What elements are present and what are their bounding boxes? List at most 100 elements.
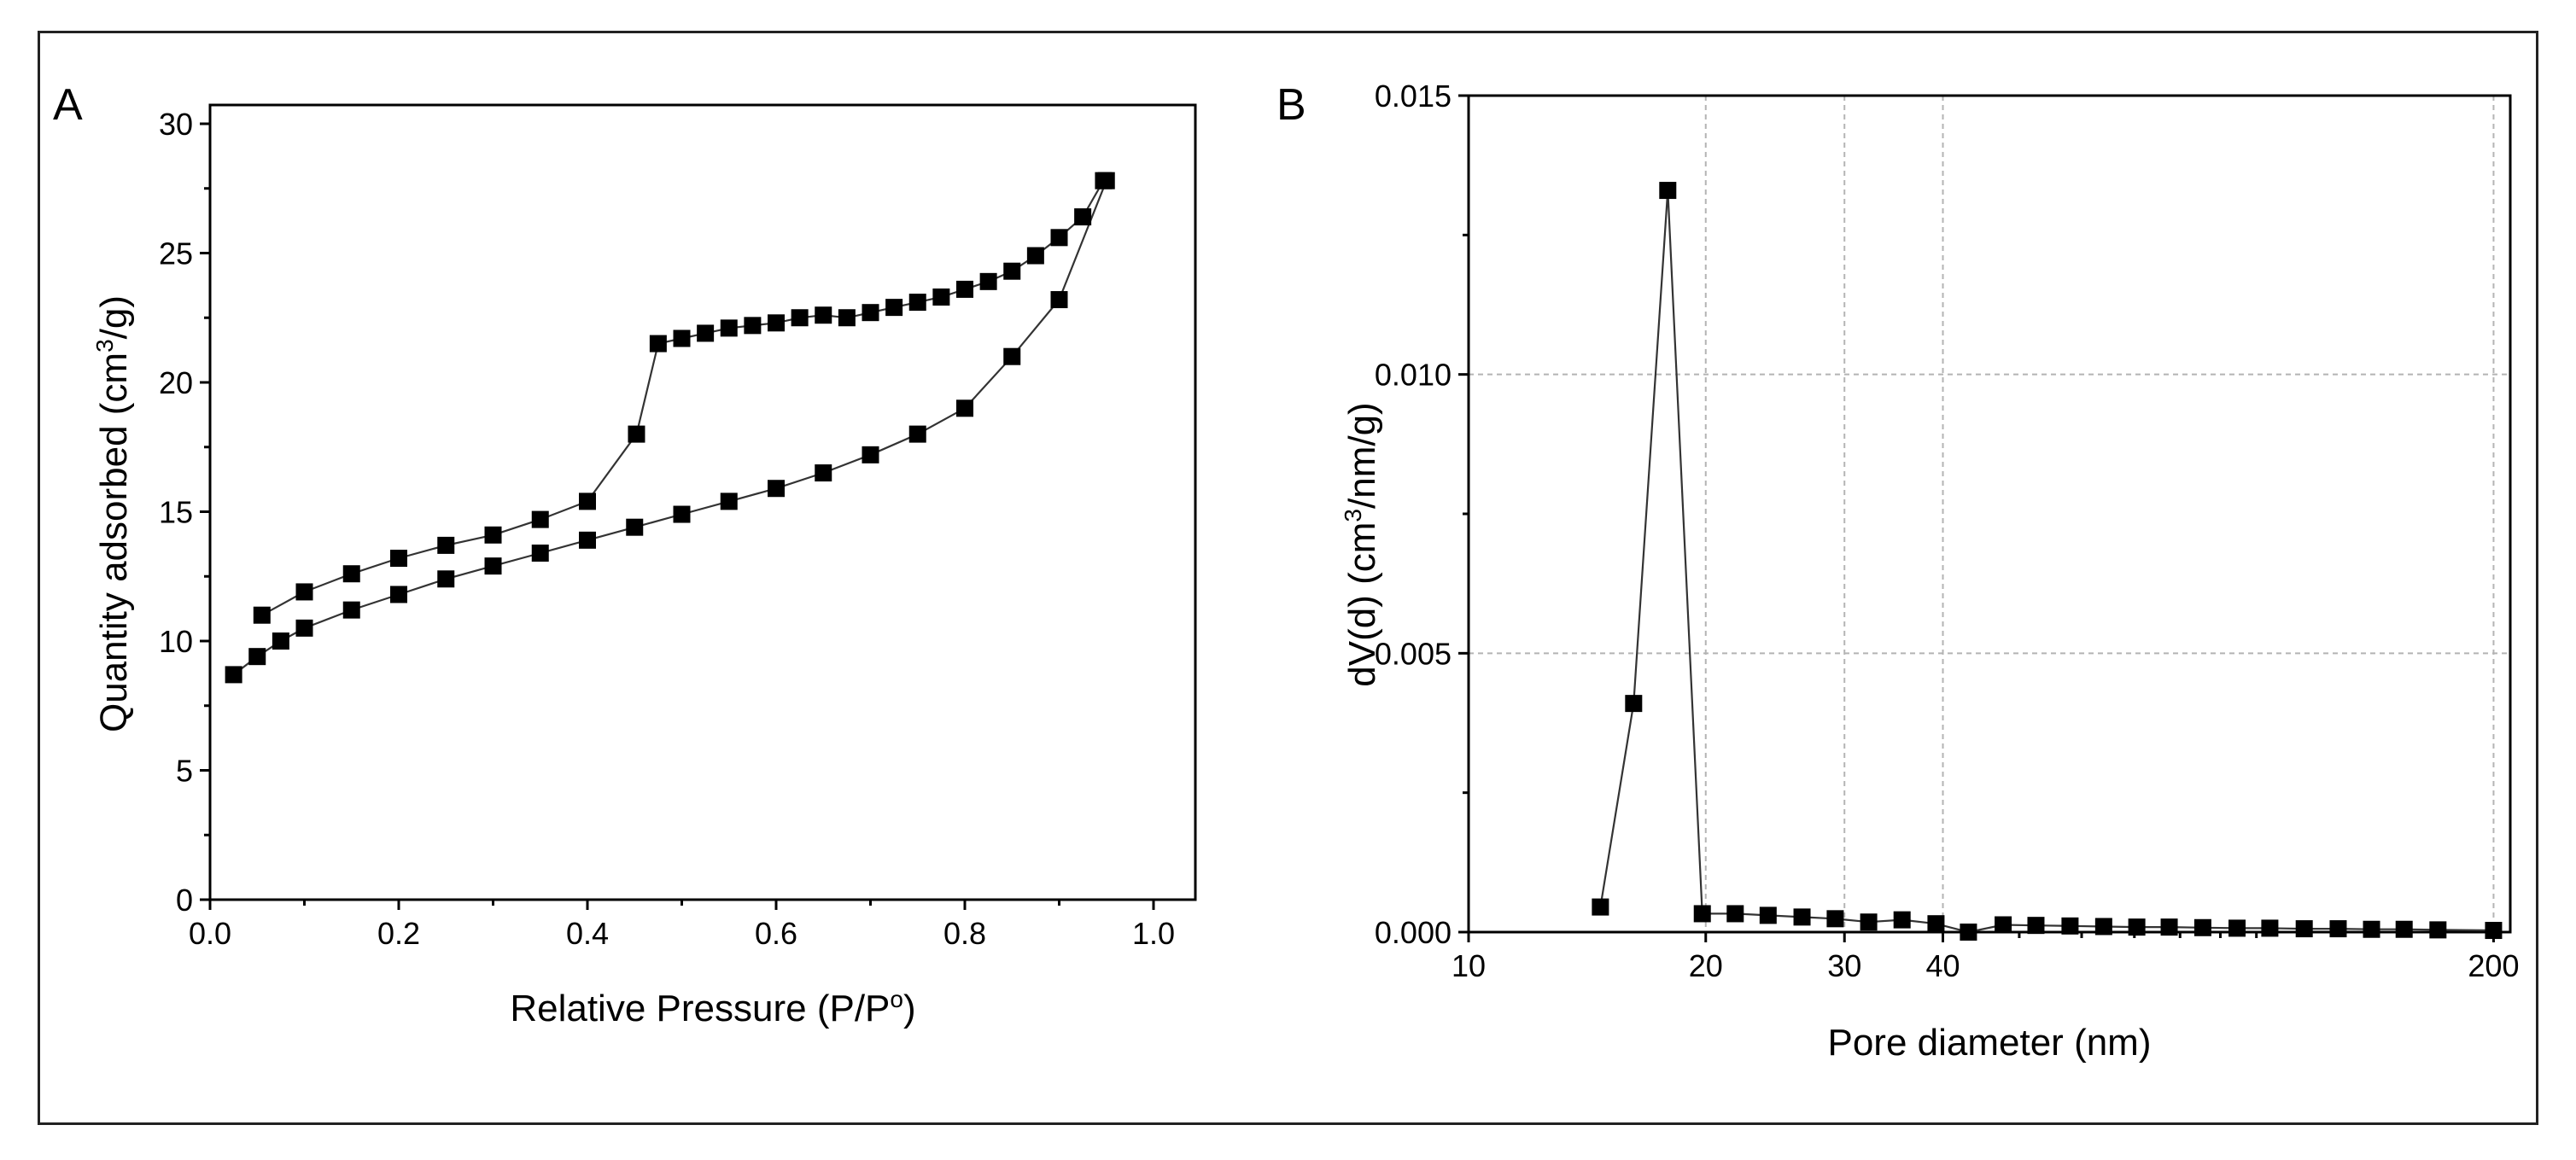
panel-a-desorption-point	[1095, 172, 1113, 189]
panel-a-adsorption-point	[1003, 347, 1021, 365]
panel-a-desorption-point	[862, 304, 879, 322]
panel-b-data-point	[2295, 920, 2313, 938]
panel-a-desorption-line	[261, 180, 1105, 616]
panel-b-series-line	[1599, 190, 2494, 934]
panel-a-desorption-point	[342, 565, 360, 583]
panel-a-adsorption-point	[1050, 291, 1068, 309]
panel-a-desorption-point	[956, 280, 973, 298]
panel-b-data-point	[1893, 911, 1911, 929]
panel-b-data-point	[2094, 918, 2112, 936]
panel-b-data-point	[2193, 918, 2211, 936]
panel-a-adsorption-point	[531, 544, 549, 562]
panel-a-y-tick-label: 5	[176, 754, 193, 789]
panel-b-data-point	[1625, 695, 1643, 713]
panel-a-y-tick-label: 10	[159, 624, 193, 659]
panel-a-desorption-point	[628, 425, 645, 443]
panel-a-desorption-point	[253, 606, 271, 624]
panel-b-x-tick-label: 40	[1925, 948, 1960, 983]
panel-b-data-point	[2429, 921, 2447, 939]
panel-a-desorption-point	[673, 329, 691, 347]
panel-a-y-tick-label: 20	[159, 365, 193, 400]
panel-a-y-tick-label: 25	[159, 236, 193, 271]
panel-a-desorption-point	[908, 294, 926, 312]
panel-a-label: A	[53, 80, 83, 130]
panel-b-data-point	[2395, 920, 2413, 938]
panel-a-desorption-point	[295, 583, 313, 601]
panel-a-adsorption-point	[579, 531, 596, 549]
panel-a-x-tick-label: 0.2	[377, 916, 420, 951]
panel-a-adsorption-point	[295, 619, 313, 637]
panel-b-data-point	[2061, 917, 2079, 935]
panel-a-desorption-point	[932, 289, 950, 306]
panel-b-data-point	[1592, 898, 1609, 916]
panel-a-adsorption-point	[225, 666, 242, 684]
panel-b-y-tick-label: 0.010	[1375, 358, 1452, 393]
panel-a-adsorption-point	[862, 446, 879, 463]
panel-a-desorption-point	[791, 309, 809, 327]
panel-a-plot: 0.0 0.2 0.4 0.6 0.8 1.0 0 5 10 15 20 25 30	[159, 103, 1197, 951]
panel-a-desorption-point	[744, 317, 762, 335]
panel-b-plot: 10 20 30 40 200 0.000 0.005 0.010 0.015	[1375, 79, 2520, 983]
panel-b-data-point	[1995, 916, 2012, 934]
panel-b-data-point	[2160, 918, 2178, 936]
panel-b-data-point	[1927, 915, 1945, 933]
panel-a-adsorption-point	[720, 493, 738, 510]
panel-b-x-tick-label: 30	[1827, 948, 1861, 983]
panel-a-desorption-point	[531, 510, 549, 528]
panel-a-y-tick-label: 30	[159, 107, 193, 142]
panel-a-desorption-point	[1003, 262, 1021, 280]
panel-a-desorption-point	[838, 309, 856, 327]
panel-b-data-point	[1793, 908, 1811, 926]
panel-a-adsorption-line	[232, 180, 1107, 676]
panel-a-adsorption-point	[342, 601, 360, 619]
panel-b-data-point	[1759, 906, 1777, 924]
panel-b-y-tick-label: 0.015	[1375, 79, 1452, 114]
panel-a-adsorption-point	[626, 518, 644, 536]
panel-a-desorption-point	[1050, 229, 1068, 247]
panel-a-x-tick-label: 0.0	[189, 916, 231, 951]
panel-a-adsorption-point	[908, 425, 926, 443]
panel-b-x-axis-title: Pore diameter (nm)	[1827, 1022, 2151, 1064]
panel-b-y-axis-title: dV(d) (cm3/nm/g)	[1340, 402, 1383, 686]
panel-a-desorption-point	[815, 306, 832, 324]
panel-b-data-point	[2363, 920, 2380, 938]
panel-a-adsorption-point	[956, 399, 973, 417]
panel-b-data-point	[2261, 919, 2279, 937]
panel-a-desorption-point	[979, 272, 997, 290]
panel-a-y-tick-label: 15	[159, 495, 193, 530]
panel-a-adsorption-point	[437, 570, 455, 588]
panel-b-data-point	[2228, 919, 2246, 937]
panel-a-x-tick-label: 0.8	[943, 916, 986, 951]
panel-a-desorption-point	[768, 314, 785, 332]
panel-a-x-tick-label: 0.4	[566, 916, 609, 951]
panel-a-adsorption-point	[390, 586, 407, 603]
panel-a-plot-frame	[208, 103, 1197, 901]
panel-a-x-axis-title: Relative Pressure (P/Po)	[510, 986, 915, 1029]
panel-b-data-point	[1826, 910, 1844, 928]
panel-b-label: B	[1276, 80, 1306, 130]
panel-b-data-point	[1693, 905, 1711, 923]
panel-a-adsorption-point	[484, 557, 502, 575]
panel-a-y-tick-label: 0	[176, 883, 193, 918]
panel-a-adsorption-point	[248, 648, 266, 666]
panel-a-desorption-point	[484, 526, 502, 544]
panel-b-y-tick-label: 0.005	[1375, 636, 1452, 671]
panel-b-data-point	[1726, 905, 1744, 923]
panel-a-desorption-point	[1074, 208, 1092, 226]
panel-a-desorption-point	[579, 493, 596, 510]
panel-b-y-tick-label: 0.000	[1375, 915, 1452, 950]
panel-a-desorption-point	[720, 319, 738, 337]
panel-b-data-point	[2128, 918, 2146, 936]
panel-a-desorption-point	[649, 335, 667, 353]
panel-a-desorption-point	[390, 550, 407, 568]
panel-b-data-point	[1860, 913, 1878, 931]
panel-b-data-point	[2485, 922, 2503, 940]
panel-b-x-tick-label: 200	[2468, 948, 2519, 983]
panel-a-desorption-point	[437, 536, 455, 554]
panel-a-adsorption-point	[272, 632, 289, 650]
panel-a-adsorption-point	[673, 505, 691, 523]
panel-a-y-axis-title: Quantity adsorbed (cm3/g)	[91, 295, 135, 732]
panel-a-x-tick-label: 0.6	[755, 916, 797, 951]
figure-frame	[38, 31, 2538, 1125]
